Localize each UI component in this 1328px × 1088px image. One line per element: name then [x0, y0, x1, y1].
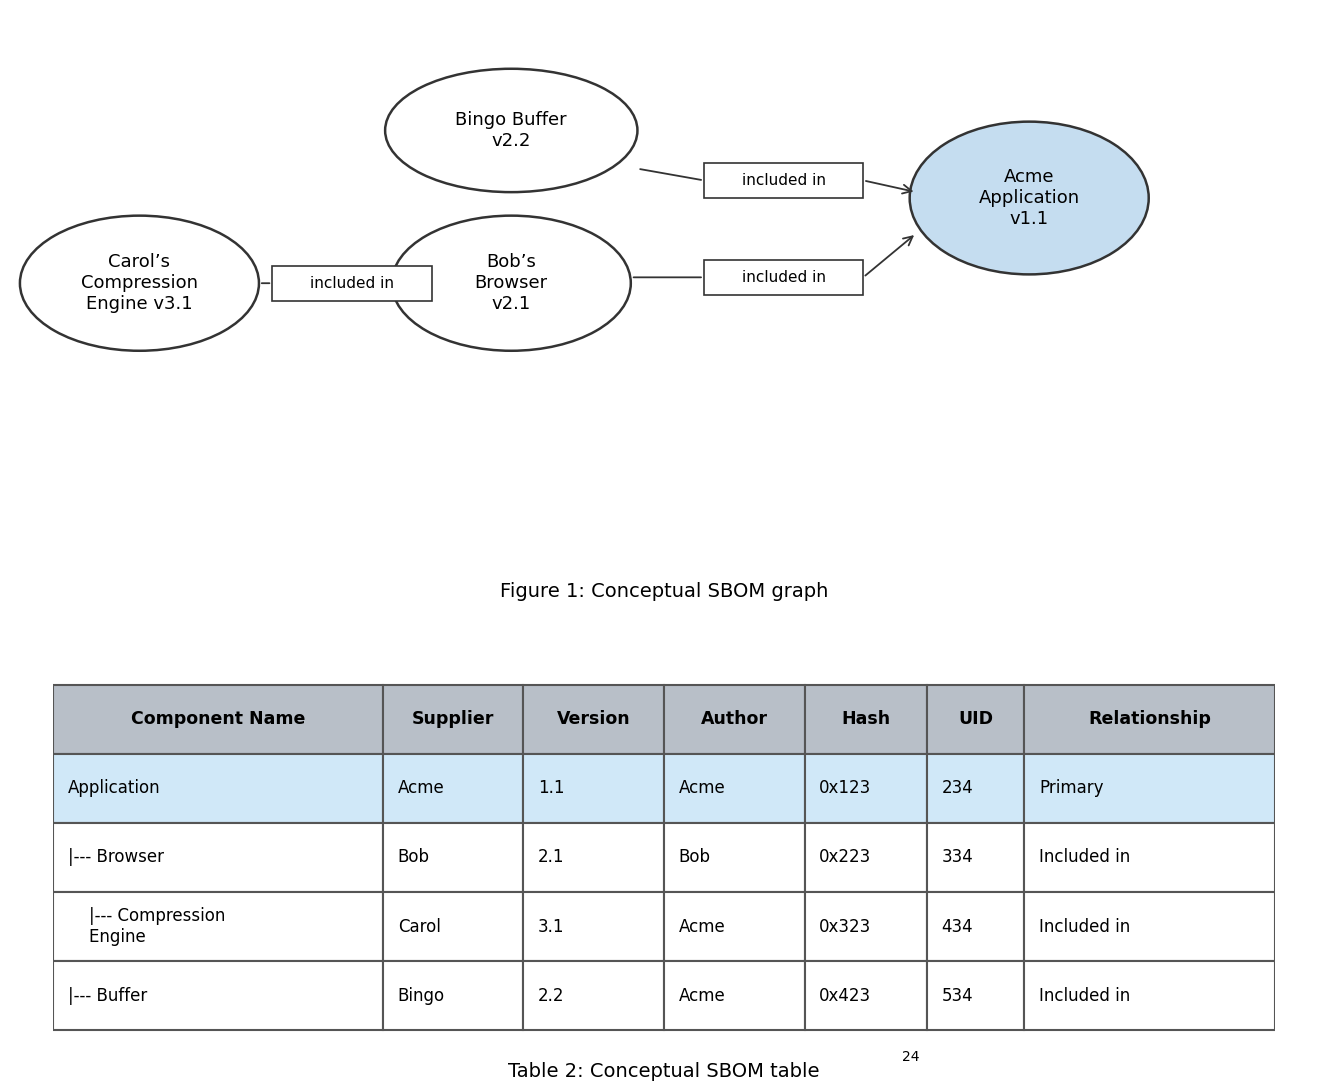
Text: Acme: Acme	[679, 779, 725, 798]
Text: Application: Application	[68, 779, 161, 798]
Text: |--- Buffer: |--- Buffer	[68, 987, 147, 1004]
Bar	[664, 961, 805, 1030]
Text: Bob’s
Browser
v2.1: Bob’s Browser v2.1	[474, 254, 548, 313]
Text: Relationship: Relationship	[1088, 710, 1211, 728]
FancyBboxPatch shape	[704, 163, 863, 198]
Bar	[1024, 823, 1275, 892]
Text: Component Name: Component Name	[131, 710, 305, 728]
Bar	[1024, 892, 1275, 961]
Text: 434: 434	[942, 917, 973, 936]
Text: Primary: Primary	[1038, 779, 1104, 798]
Bar	[523, 823, 664, 892]
FancyBboxPatch shape	[704, 260, 863, 295]
Text: 1.1: 1.1	[538, 779, 564, 798]
Bar	[53, 892, 382, 961]
Bar	[805, 961, 927, 1030]
Bar	[53, 823, 382, 892]
Text: Included in: Included in	[1038, 849, 1130, 866]
Bar	[1024, 961, 1275, 1030]
Text: included in: included in	[741, 270, 826, 285]
Text: Acme: Acme	[679, 987, 725, 1004]
Bar	[927, 754, 1024, 823]
Text: |--- Browser: |--- Browser	[68, 849, 163, 866]
Bar	[53, 684, 382, 754]
Ellipse shape	[910, 122, 1149, 274]
Text: included in: included in	[741, 173, 826, 188]
Text: Bob: Bob	[397, 849, 430, 866]
Ellipse shape	[20, 215, 259, 350]
Text: Bingo: Bingo	[397, 987, 445, 1004]
Text: Carol’s
Compression
Engine v3.1: Carol’s Compression Engine v3.1	[81, 254, 198, 313]
Bar	[664, 892, 805, 961]
Text: Figure 1: Conceptual SBOM graph: Figure 1: Conceptual SBOM graph	[499, 582, 829, 602]
Text: 0x323: 0x323	[819, 917, 871, 936]
Bar	[382, 961, 523, 1030]
Bar	[382, 823, 523, 892]
Text: Author: Author	[701, 710, 768, 728]
Bar	[382, 684, 523, 754]
Text: Acme: Acme	[679, 917, 725, 936]
Bar	[805, 823, 927, 892]
Text: Supplier: Supplier	[412, 710, 494, 728]
Bar	[927, 823, 1024, 892]
Bar	[53, 961, 382, 1030]
Bar	[664, 823, 805, 892]
Text: Included in: Included in	[1038, 917, 1130, 936]
Bar	[927, 684, 1024, 754]
Text: 234: 234	[942, 779, 973, 798]
Bar	[523, 684, 664, 754]
Text: Version: Version	[556, 710, 631, 728]
Text: Acme: Acme	[397, 779, 445, 798]
Text: Hash: Hash	[841, 710, 890, 728]
Bar	[1024, 754, 1275, 823]
Text: UID: UID	[957, 710, 993, 728]
Bar	[927, 892, 1024, 961]
Bar	[523, 961, 664, 1030]
Bar	[805, 684, 927, 754]
Text: 0x423: 0x423	[819, 987, 871, 1004]
Bar	[382, 892, 523, 961]
Bar	[1024, 684, 1275, 754]
Text: Table 2: Conceptual SBOM table: Table 2: Conceptual SBOM table	[509, 1062, 819, 1080]
FancyBboxPatch shape	[272, 265, 432, 300]
Bar	[927, 961, 1024, 1030]
Bar	[664, 684, 805, 754]
Bar	[523, 754, 664, 823]
Text: Acme
Application
v1.1: Acme Application v1.1	[979, 169, 1080, 227]
Text: 2.1: 2.1	[538, 849, 564, 866]
Text: 534: 534	[942, 987, 973, 1004]
Bar	[523, 892, 664, 961]
Bar	[53, 754, 382, 823]
Text: |--- Compression
    Engine: |--- Compression Engine	[68, 907, 226, 945]
Text: included in: included in	[309, 275, 394, 290]
Text: 0x223: 0x223	[819, 849, 871, 866]
Text: Included in: Included in	[1038, 987, 1130, 1004]
Text: 24: 24	[902, 1050, 920, 1064]
Text: 334: 334	[942, 849, 973, 866]
Text: Bob: Bob	[679, 849, 710, 866]
Text: 0x123: 0x123	[819, 779, 871, 798]
Text: Carol: Carol	[397, 917, 441, 936]
Bar	[805, 892, 927, 961]
Text: 3.1: 3.1	[538, 917, 564, 936]
Text: 2.2: 2.2	[538, 987, 564, 1004]
Bar	[382, 754, 523, 823]
Bar	[805, 754, 927, 823]
Text: Bingo Buffer
v2.2: Bingo Buffer v2.2	[456, 111, 567, 150]
Ellipse shape	[392, 215, 631, 350]
Bar	[664, 754, 805, 823]
Ellipse shape	[385, 69, 637, 193]
